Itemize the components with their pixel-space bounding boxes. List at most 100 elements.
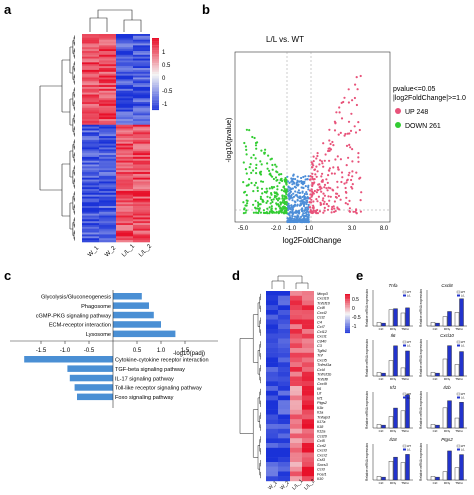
gene-heatmap-cell	[302, 433, 314, 439]
gene-heatmap-cell	[278, 443, 290, 448]
gene-heatmap-cell	[290, 343, 302, 349]
colorbar-segment	[345, 326, 350, 328]
volcano-point-up	[356, 88, 359, 91]
volcano-point-up	[340, 180, 343, 184]
volcano-point-down	[270, 210, 273, 213]
dendrogram-branch	[258, 302, 260, 327]
qpcr-bar-wt	[400, 410, 406, 429]
gene-label: Tnf	[317, 353, 324, 358]
heatmap-cell	[116, 138, 133, 141]
volcano-point-ns	[288, 192, 291, 195]
heatmap-cell	[82, 126, 99, 129]
heatmap-cell	[116, 69, 133, 73]
heatmap-cell	[116, 90, 133, 93]
gene-heatmap-cell	[290, 324, 302, 330]
heatmap-cell	[99, 126, 116, 129]
volcano-point-up	[332, 144, 335, 147]
qpcr-bar-ll	[459, 402, 464, 429]
qpcr-bar-wt	[430, 476, 436, 481]
volcano-point-up	[331, 205, 334, 209]
gene-heatmap-cell	[302, 381, 314, 387]
pathway-bar	[113, 321, 161, 328]
heatmap-cell	[133, 43, 150, 46]
volcano-point-ns	[296, 184, 299, 187]
dendrogram-branch	[69, 150, 73, 178]
volcano-point-up	[355, 209, 358, 212]
dendrogram-branch	[253, 409, 259, 458]
qpcr-xcat-label: TNFα	[455, 377, 463, 381]
colorbar-segment	[345, 295, 350, 297]
heatmap-cell	[116, 62, 133, 65]
gene-heatmap-cell	[278, 367, 290, 372]
heatmap-cell	[82, 230, 99, 233]
heatmap-cell	[82, 54, 99, 57]
heatmap-cell	[82, 202, 99, 205]
heatmap-cell	[82, 183, 99, 186]
volcano-point-up	[348, 143, 351, 146]
heatmap-cell	[99, 45, 116, 48]
qpcr-plot-title: Cxcl10	[440, 333, 454, 338]
heatmap-cell	[82, 204, 99, 207]
panel-d-letter: d	[232, 268, 240, 283]
volcano-point-up	[323, 159, 326, 162]
heatmap-cell	[133, 90, 150, 93]
colorbar-segment	[345, 318, 350, 321]
volcano-point-down	[260, 187, 264, 190]
gene-label: Il1a	[317, 410, 324, 415]
heatmap-cell	[133, 54, 150, 57]
colorbar-tick: -0.5	[162, 89, 173, 95]
xtick-label: -5.0	[238, 226, 249, 232]
heatmap-cell	[99, 211, 116, 214]
dendrogram-branch	[69, 46, 73, 74]
heatmap-cell	[99, 79, 116, 82]
gene-heatmap-cell	[290, 462, 302, 467]
heatmap-cell	[82, 88, 99, 92]
gene-heatmap-cell	[278, 428, 290, 434]
volcano-point-up	[326, 189, 329, 192]
volcano-point-up	[345, 144, 349, 147]
volcano-point-up	[346, 179, 349, 182]
volcano-point-up	[340, 171, 344, 174]
volcano-point-up	[352, 210, 355, 213]
volcano-point-up	[336, 155, 339, 158]
heatmap-cell	[133, 77, 150, 80]
colorbar-segment	[152, 65, 159, 67]
volcano-point-down	[260, 163, 263, 166]
dendrogram-branch	[258, 350, 260, 375]
colorbar-segment	[345, 307, 350, 309]
volcano-point-up	[349, 129, 353, 132]
colorbar-segment	[152, 39, 159, 42]
gene-heatmap-cell	[278, 314, 290, 320]
heatmap-cell	[99, 139, 116, 143]
heatmap-cell	[133, 92, 150, 95]
volcano-point-up	[314, 173, 317, 176]
volcano-plot-frame	[234, 51, 391, 223]
heatmap-cell	[116, 219, 133, 222]
heatmap-cell	[82, 113, 99, 116]
volcano-point-up	[319, 159, 322, 162]
colorbar-segment	[345, 312, 350, 314]
qpcr-bar-ll	[393, 456, 398, 481]
heatmap-cell	[82, 45, 99, 48]
volcano-point-up	[358, 177, 361, 180]
volcano-point-up	[316, 189, 320, 192]
qpcr-plot-axes	[426, 290, 467, 327]
volcano-point-up	[320, 203, 323, 206]
heatmap-cell	[99, 113, 116, 116]
volcano-point-up	[322, 211, 325, 214]
heatmap-cell	[116, 51, 133, 54]
heatmap-cell	[82, 181, 99, 184]
heatmap-cell	[99, 190, 116, 194]
volcano-point-down	[246, 202, 249, 205]
volcano-point-up	[315, 198, 318, 201]
pathway-label: Lysosome	[86, 332, 111, 338]
volcano-point-ns	[297, 211, 300, 214]
heatmap-cell	[133, 117, 150, 120]
heatmap-cell	[82, 185, 99, 188]
volcano-point-up	[309, 193, 312, 196]
volcano-point-up	[320, 160, 323, 163]
volcano-point-down	[280, 211, 283, 214]
volcano-point-up	[347, 174, 350, 177]
heatmap-cell	[82, 39, 99, 42]
volcano-point-up	[328, 147, 331, 150]
